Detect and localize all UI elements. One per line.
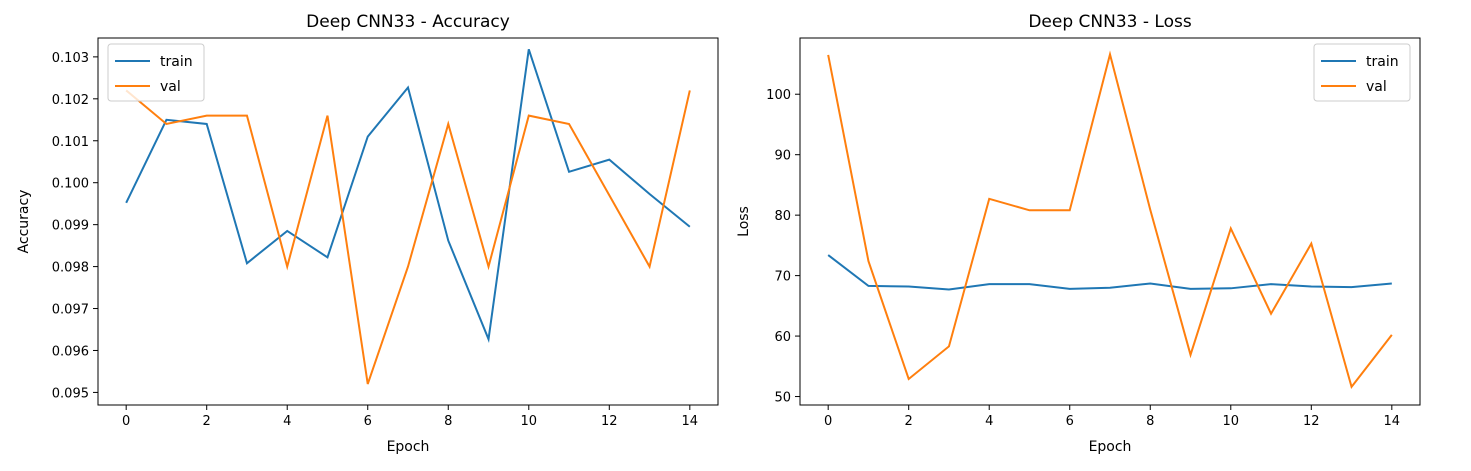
legend-label-val: val <box>160 79 181 95</box>
y-axis-label: Loss <box>736 206 752 237</box>
x-tick-label: 4 <box>283 414 291 429</box>
y-tick-label: 0.098 <box>52 261 89 276</box>
x-tick-label: 0 <box>824 414 832 429</box>
x-tick-label: 12 <box>1303 414 1320 429</box>
chart-title: Deep CNN33 - Loss <box>1028 12 1192 32</box>
x-tick-label: 6 <box>364 414 372 429</box>
x-tick-label: 6 <box>1066 414 1074 429</box>
x-axis-label: Epoch <box>387 439 430 455</box>
y-tick-label: 0.100 <box>52 177 89 192</box>
x-tick-label: 14 <box>1384 414 1401 429</box>
y-axis-label: Accuracy <box>16 190 32 254</box>
y-tick-label: 0.097 <box>52 303 89 318</box>
y-tick-label: 0.096 <box>52 344 89 359</box>
y-tick-label: 0.099 <box>52 219 89 234</box>
legend: train val <box>107 43 205 102</box>
loss-subplot: Deep CNN33 - Loss 0 2 4 6 8 10 12 14 50 60 70 80 90 10… <box>736 12 1421 455</box>
legend-label-train: train <box>160 54 193 70</box>
y-tick-label: 0.102 <box>52 93 89 108</box>
x-tick-label: 2 <box>203 414 211 429</box>
x-axis-label: Epoch <box>1089 439 1132 455</box>
legend-label-train: train <box>1366 54 1399 70</box>
legend-box <box>107 43 205 102</box>
plot-frame <box>799 37 1421 406</box>
series-line-train <box>827 254 1392 291</box>
y-tick-label: 0.095 <box>52 386 89 401</box>
y-tick-label: 0.101 <box>52 135 89 150</box>
x-tick-label: 8 <box>1146 414 1154 429</box>
plot-frame <box>97 37 719 406</box>
x-tick-label: 0 <box>122 414 130 429</box>
y-tick-label: 80 <box>774 209 791 224</box>
x-tick-label: 12 <box>601 414 618 429</box>
chart-title: Deep CNN33 - Accuracy <box>306 12 510 32</box>
y-tick-label: 0.103 <box>52 51 89 66</box>
y-tick-label: 50 <box>774 391 791 406</box>
legend-box <box>1313 43 1411 102</box>
legend-label-val: val <box>1366 79 1387 95</box>
x-tick-label: 8 <box>444 414 452 429</box>
series-line-val <box>125 89 691 385</box>
accuracy-subplot: Deep CNN33 - Accuracy 0 2 4 6 8 10 12 14 0.095 0.0… <box>16 12 719 455</box>
x-tick-label: 10 <box>1223 414 1240 429</box>
legend: train val <box>1313 43 1411 102</box>
x-tick-label: 10 <box>521 414 538 429</box>
series-line-train <box>125 49 691 343</box>
y-tick-label: 70 <box>774 270 791 285</box>
x-tick-label: 14 <box>682 414 699 429</box>
y-tick-label: 60 <box>774 330 791 345</box>
y-tick-label: 100 <box>766 88 791 103</box>
x-tick-label: 2 <box>905 414 913 429</box>
x-tick-label: 4 <box>985 414 993 429</box>
series-line-val <box>827 50 1393 390</box>
y-tick-label: 90 <box>774 149 791 164</box>
